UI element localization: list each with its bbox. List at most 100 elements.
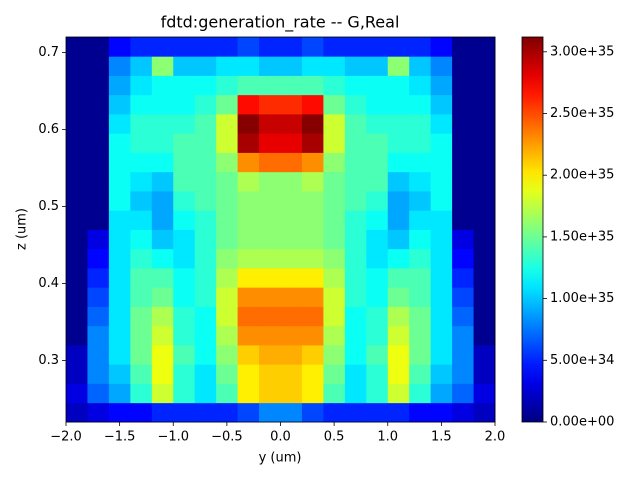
heatmap-cell — [130, 345, 153, 365]
heatmap-cell — [301, 402, 324, 423]
heatmap-cell — [194, 364, 217, 384]
heatmap-cell — [409, 114, 432, 134]
heatmap-cell — [237, 287, 260, 307]
heatmap-cell — [344, 171, 367, 192]
heatmap-cell — [108, 325, 131, 346]
heatmap-cell — [301, 191, 324, 211]
heatmap-cell — [430, 152, 453, 173]
heatmap-cell — [430, 210, 453, 230]
heatmap-cell — [452, 229, 474, 250]
heatmap-cell — [173, 133, 196, 153]
heatmap-cell — [473, 75, 496, 96]
heatmap-cell — [216, 287, 238, 307]
heatmap-cell — [301, 364, 324, 384]
heatmap-cell — [452, 248, 474, 269]
heatmap-cell — [216, 229, 238, 250]
heatmap-cell — [108, 152, 131, 173]
heatmap-cell — [259, 114, 281, 134]
y-tick-label: 0.7 — [38, 45, 59, 60]
heatmap-cell — [194, 210, 217, 230]
heatmap-cell — [87, 287, 110, 307]
heatmap-cell — [130, 171, 153, 192]
heatmap-cell — [130, 325, 153, 346]
heatmap-cell — [216, 306, 238, 327]
heatmap-cell — [344, 248, 367, 269]
heatmap-cell — [473, 402, 496, 423]
heatmap-cell — [366, 210, 389, 230]
heatmap-cell — [151, 345, 174, 365]
heatmap-cell — [366, 229, 389, 250]
heatmap-cell — [151, 171, 174, 192]
heatmap-cell — [237, 191, 260, 211]
heatmap-cell — [66, 364, 88, 384]
heatmap-cell — [452, 306, 474, 327]
heatmap-cell — [151, 94, 174, 115]
heatmap-cell — [344, 306, 367, 327]
heatmap-cell — [87, 191, 110, 211]
heatmap-cell — [280, 268, 303, 288]
heatmap-cell — [130, 268, 153, 288]
heatmap-cell — [409, 345, 432, 365]
heatmap-cell — [216, 383, 238, 404]
heatmap-cell — [409, 56, 432, 76]
chart-title: fdtd:generation_rate -- G,Real — [161, 13, 400, 33]
heatmap-cell — [87, 75, 110, 96]
heatmap-cell — [130, 364, 153, 384]
heatmap-cell — [173, 383, 196, 404]
heatmap-cell — [473, 364, 496, 384]
heatmap-cell — [409, 210, 432, 230]
heatmap-cell — [194, 402, 217, 423]
heatmap-cell — [151, 37, 174, 57]
heatmap-cell — [237, 171, 260, 192]
heatmap-cell — [409, 133, 432, 153]
y-tick-label: 0.3 — [38, 353, 59, 368]
heatmap-cell — [387, 402, 410, 423]
heatmap-cell — [366, 268, 389, 288]
heatmap-cell — [108, 75, 131, 96]
heatmap-cell — [237, 133, 260, 153]
heatmap-cell — [366, 133, 389, 153]
heatmap-cell — [108, 210, 131, 230]
heatmap-cell — [366, 325, 389, 346]
heatmap-cell — [366, 191, 389, 211]
heatmap-cell — [323, 364, 346, 384]
heatmap-cell — [301, 306, 324, 327]
heatmap-cell — [151, 364, 174, 384]
heatmap-cell — [87, 268, 110, 288]
x-tick-label: 0.5 — [324, 430, 345, 445]
heatmap-cell — [344, 94, 367, 115]
heatmap-cell — [280, 402, 303, 423]
heatmap-cell — [108, 402, 131, 423]
heatmap-cell — [409, 306, 432, 327]
heatmap-cell — [323, 75, 346, 96]
heatmap-cell — [194, 287, 217, 307]
heatmap-cell — [473, 229, 496, 250]
heatmap-cell — [151, 229, 174, 250]
heatmap-cell — [473, 37, 496, 57]
heatmap-cell — [430, 229, 453, 250]
heatmap-cell — [366, 37, 389, 57]
heatmap-cell — [151, 133, 174, 153]
y-tick-label: 0.5 — [38, 199, 59, 214]
heatmap-cell — [259, 94, 281, 115]
heatmap-cell — [344, 402, 367, 423]
heatmap-cell — [323, 191, 346, 211]
heatmap-cell — [323, 152, 346, 173]
heatmap-cell — [237, 152, 260, 173]
heatmap-cell — [344, 191, 367, 211]
heatmap-cell — [366, 248, 389, 269]
heatmap-cell — [387, 152, 410, 173]
heatmap-cell — [387, 306, 410, 327]
heatmap-cell — [130, 191, 153, 211]
heatmap-cell — [301, 345, 324, 365]
heatmap-cell — [237, 248, 260, 269]
heatmap-cell — [387, 114, 410, 134]
heatmap-cell — [194, 229, 217, 250]
heatmap-cell — [216, 364, 238, 384]
heatmap-cell — [259, 37, 281, 57]
heatmap-cell — [387, 248, 410, 269]
heatmap-cell — [87, 383, 110, 404]
heatmap-cell — [301, 248, 324, 269]
heatmap-cell — [430, 383, 453, 404]
heatmap-cell — [130, 402, 153, 423]
